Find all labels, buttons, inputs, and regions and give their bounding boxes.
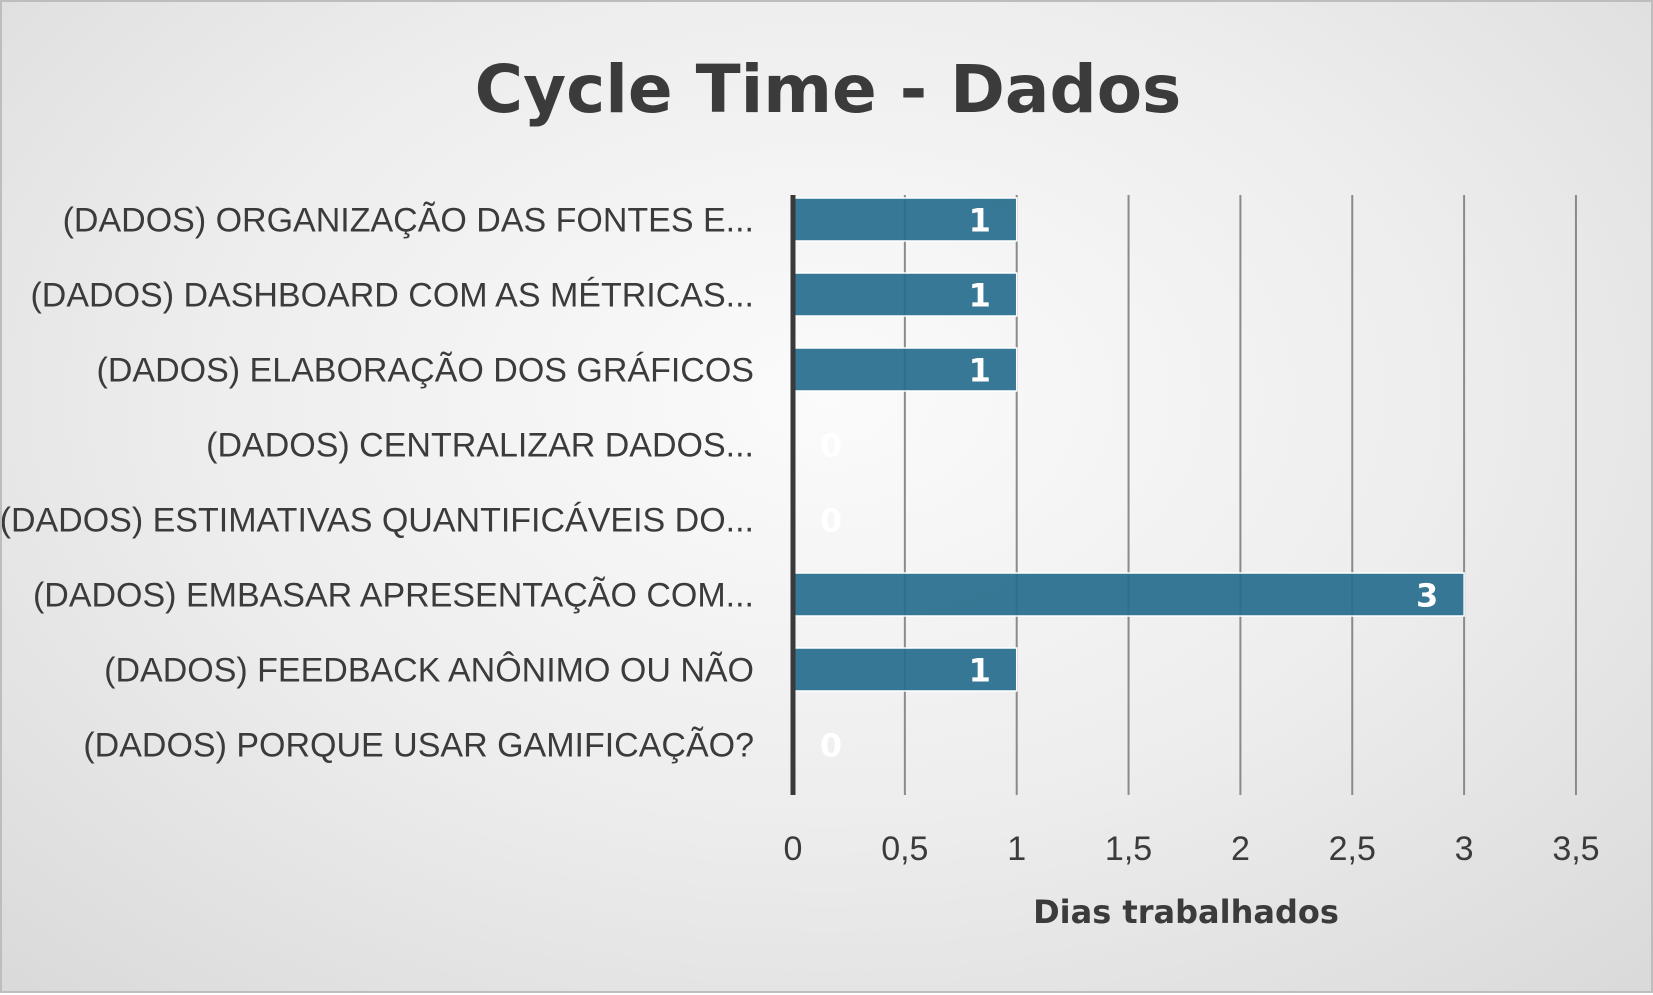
bars [792, 197, 1465, 692]
x-tick-label: 2 [1231, 830, 1250, 868]
x-tick-label: 3,5 [1552, 830, 1599, 868]
x-axis-title: Dias trabalhados [1033, 893, 1339, 931]
category-label: (DADOS) CENTRALIZAR DADOS... [206, 427, 754, 465]
x-tick-label: 1 [1007, 830, 1026, 868]
data-label: 1 [969, 277, 991, 315]
x-tick-labels: 0 0,5 1 1,5 2 2,5 3 3,5 [784, 830, 1600, 868]
category-label: (DADOS) PORQUE USAR GAMIFICAÇÃO? [83, 727, 754, 765]
data-label: 1 [969, 352, 991, 390]
category-label: (DADOS) DASHBOARD COM AS MÉTRICAS... [30, 277, 754, 315]
bar [792, 572, 1465, 617]
bar [792, 272, 1018, 317]
x-tick-label: 3 [1455, 830, 1474, 868]
data-label: 1 [969, 652, 991, 690]
x-tick-label: 2,5 [1329, 830, 1376, 868]
x-tick-label: 0,5 [881, 830, 928, 868]
x-tick-label: 1,5 [1105, 830, 1152, 868]
x-tick-label: 0 [784, 830, 803, 868]
category-label: (DADOS) ESTIMATIVAS QUANTIFICÁVEIS DO... [2, 502, 754, 540]
data-label: 1 [969, 202, 991, 240]
category-label: (DADOS) ELABORAÇÃO DOS GRÁFICOS [97, 352, 754, 390]
bar [792, 347, 1018, 392]
chart-title: Cycle Time - Dados [475, 51, 1182, 128]
category-label: (DADOS) FEEDBACK ANÔNIMO OU NÃO [104, 652, 754, 690]
bar [792, 647, 1018, 692]
data-label: 0 [820, 427, 842, 465]
data-label: 3 [1416, 577, 1438, 615]
category-label: (DADOS) ORGANIZAÇÃO DAS FONTES E... [63, 202, 754, 240]
category-label: (DADOS) EMBASAR APRESENTAÇÃO COM... [33, 577, 754, 615]
category-labels: (DADOS) ORGANIZAÇÃO DAS FONTES E... (DADO… [2, 202, 754, 765]
data-label: 0 [820, 502, 842, 540]
data-label: 0 [820, 727, 842, 765]
data-labels: 1 1 1 0 0 3 1 0 [820, 202, 1438, 765]
